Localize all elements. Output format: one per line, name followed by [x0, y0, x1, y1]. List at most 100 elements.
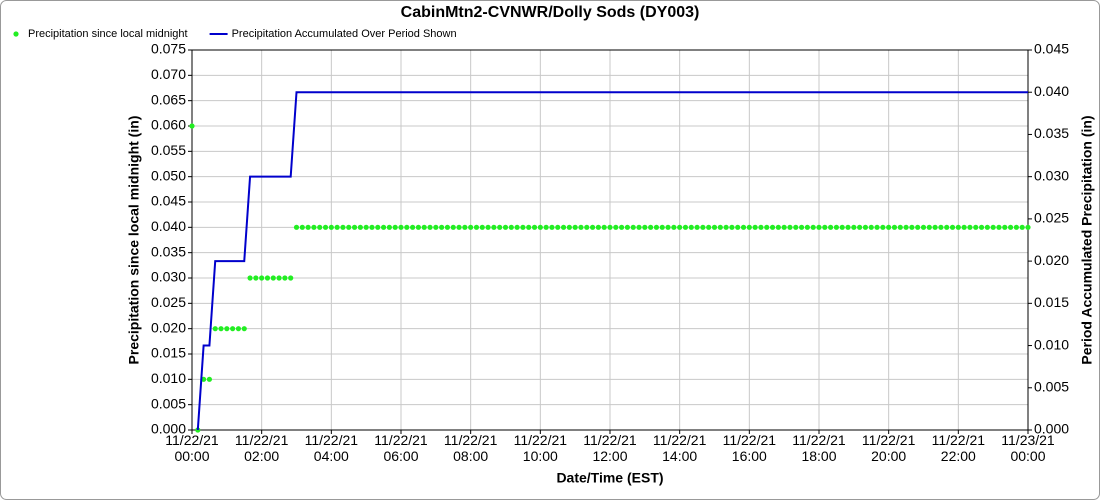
data-point [607, 224, 613, 230]
plot-frame [191, 49, 1029, 431]
data-point [909, 224, 915, 230]
data-point [392, 224, 398, 230]
y2-tick-label: 0.025 [1034, 210, 1069, 226]
data-point [601, 224, 607, 230]
y-tick-label: 0.060 [151, 117, 186, 133]
y2-tick-label: 0.015 [1034, 294, 1069, 310]
data-point [880, 224, 886, 230]
data-point [735, 224, 741, 230]
data-point [630, 224, 636, 230]
data-point [398, 224, 404, 230]
data-point [857, 224, 863, 230]
data-point [1013, 224, 1019, 230]
data-point [357, 224, 363, 230]
data-point [537, 224, 543, 230]
data-point [456, 224, 462, 230]
data-point [305, 224, 311, 230]
data-point [949, 224, 956, 230]
data-point [351, 224, 358, 230]
data-point [1019, 224, 1025, 230]
data-point [584, 224, 590, 230]
x-tick-label: 11/22/21 04:00 [305, 432, 359, 464]
data-point [206, 376, 213, 382]
data-point [967, 224, 973, 230]
data-point [404, 224, 410, 230]
y-tick-label: 0.075 [151, 41, 186, 57]
data-point [677, 224, 683, 230]
x-tick-label: 11/22/21 00:00 [165, 432, 219, 464]
data-point [276, 275, 282, 281]
data-point [682, 224, 689, 230]
data-point [764, 224, 770, 230]
data-point [1007, 224, 1014, 230]
y2-tick-label: 0.030 [1034, 167, 1069, 183]
data-point [810, 224, 816, 230]
data-point [891, 224, 898, 230]
data-point [944, 224, 950, 230]
y2-tick-label: 0.045 [1034, 41, 1069, 57]
y-tick-label: 0.020 [151, 319, 186, 335]
data-point [386, 224, 392, 230]
y2-tick-label: 0.040 [1034, 83, 1069, 99]
y-tick-label: 0.005 [151, 395, 186, 411]
data-point [235, 326, 242, 332]
y2-tick-label: 0.010 [1034, 336, 1069, 352]
data-point [572, 224, 578, 230]
data-point [659, 224, 665, 230]
data-point [903, 224, 909, 230]
data-point [926, 224, 932, 230]
data-point [444, 224, 451, 230]
data-point [288, 275, 294, 281]
data-point [346, 224, 352, 230]
x-tick-label: 11/22/21 20:00 [862, 432, 916, 464]
data-point [230, 326, 236, 332]
data-point [769, 224, 776, 230]
data-point [996, 224, 1002, 230]
data-point [775, 224, 781, 230]
data-point [195, 427, 201, 433]
data-point [688, 224, 694, 230]
y2-tick-label: 0.035 [1034, 125, 1069, 141]
y-tick-label: 0.065 [151, 91, 186, 107]
data-point [450, 224, 456, 230]
data-point [514, 224, 520, 230]
data-point [369, 224, 375, 230]
data-point [740, 224, 747, 230]
y-tick-label: 0.010 [151, 370, 186, 386]
data-point [642, 224, 648, 230]
data-point [473, 224, 480, 230]
data-point [311, 224, 317, 230]
data-point [700, 224, 706, 230]
data-point [804, 224, 810, 230]
data-point [433, 224, 439, 230]
data-point [961, 224, 967, 230]
data-point [671, 224, 677, 230]
data-point [334, 224, 340, 230]
data-point [613, 224, 619, 230]
data-point [758, 224, 764, 230]
data-point [322, 224, 329, 230]
y-tick-label: 0.040 [151, 218, 186, 234]
data-point [293, 224, 300, 230]
data-line [196, 91, 1028, 431]
data-point [793, 224, 799, 230]
data-point [932, 224, 938, 230]
data-point [560, 224, 567, 230]
data-point [746, 224, 752, 230]
data-point [212, 326, 218, 332]
data-point [549, 224, 555, 230]
x-tick-label: 11/22/21 22:00 [932, 432, 986, 464]
data-point [973, 224, 979, 230]
data-point [415, 224, 422, 230]
data-point [665, 224, 671, 230]
data-point [845, 224, 851, 230]
legend-label: Precipitation Accumulated Over Period Sh… [232, 28, 457, 40]
data-point [798, 224, 805, 230]
data-point [874, 224, 880, 230]
y-axis-title: Precipitation since local midnight (in) [126, 116, 142, 365]
x-tick-label: 11/22/21 02:00 [235, 432, 289, 464]
data-point [410, 224, 416, 230]
data-point [851, 224, 857, 230]
x-tick-label: 11/22/21 14:00 [653, 432, 707, 464]
